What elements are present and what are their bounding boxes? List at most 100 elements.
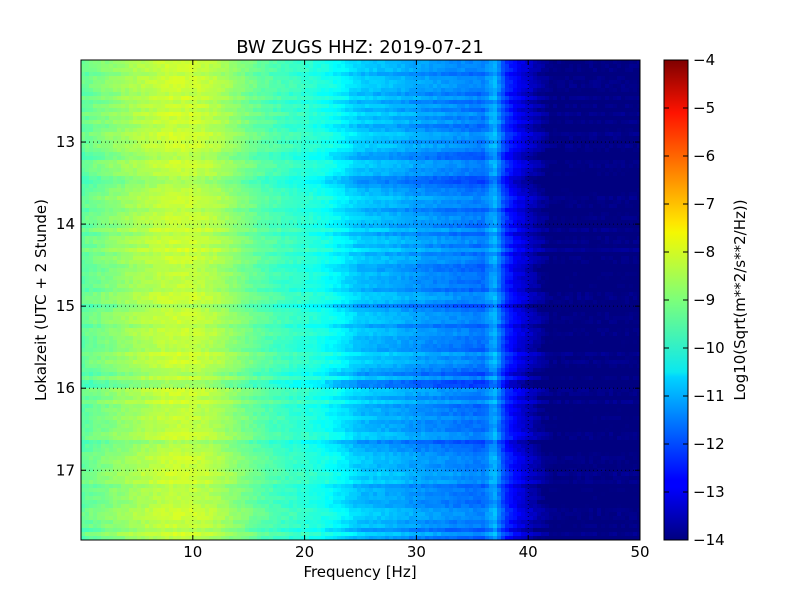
heatmap-cell	[173, 392, 178, 397]
heatmap-cell	[97, 324, 102, 329]
heatmap-cell	[225, 404, 230, 409]
heatmap-cell	[213, 168, 218, 173]
heatmap-cell	[165, 180, 170, 185]
heatmap-cell	[217, 92, 222, 97]
heatmap-cell	[109, 156, 114, 161]
heatmap-cell	[229, 252, 234, 257]
heatmap-cell	[225, 168, 230, 173]
heatmap-cell	[205, 276, 210, 281]
heatmap-cell	[101, 300, 106, 305]
heatmap-cell	[81, 436, 86, 441]
heatmap-cell	[149, 176, 154, 181]
heatmap-cell	[165, 392, 170, 397]
heatmap-cell	[201, 80, 206, 85]
heatmap-cell	[233, 316, 238, 321]
heatmap-cell	[93, 380, 98, 385]
heatmap-cell	[205, 200, 210, 205]
heatmap-cell	[189, 120, 194, 125]
heatmap-cell	[201, 120, 206, 125]
heatmap-cell	[85, 324, 90, 329]
heatmap-cell	[233, 204, 238, 209]
heatmap-cell	[209, 260, 214, 265]
heatmap-cell	[181, 404, 186, 409]
heatmap-cell	[229, 312, 234, 317]
heatmap-cell	[181, 320, 186, 325]
heatmap-cell	[221, 452, 226, 457]
heatmap-cell	[97, 80, 102, 85]
heatmap-cell	[109, 172, 114, 177]
heatmap-cell	[221, 396, 226, 401]
heatmap-cell	[133, 192, 138, 197]
heatmap-cell	[149, 500, 154, 505]
heatmap-cell	[217, 520, 222, 525]
heatmap-cell	[237, 96, 242, 101]
heatmap-cell	[201, 372, 206, 377]
heatmap-cell	[133, 524, 138, 529]
heatmap-cell	[209, 500, 214, 505]
heatmap-cell	[141, 364, 146, 369]
heatmap-cell	[93, 280, 98, 285]
heatmap-cell	[229, 388, 234, 393]
heatmap-cell	[129, 300, 134, 305]
heatmap-cell	[177, 96, 182, 101]
heatmap-cell	[109, 288, 114, 293]
heatmap-cell	[169, 88, 174, 93]
heatmap-cell	[181, 312, 186, 317]
heatmap-cell	[241, 428, 246, 433]
heatmap-cell	[185, 200, 190, 205]
heatmap-cell	[177, 516, 182, 521]
heatmap-cell	[245, 68, 250, 73]
heatmap-cell	[185, 392, 190, 397]
heatmap-cell	[157, 96, 162, 101]
heatmap-cell	[177, 220, 182, 225]
heatmap-cell	[137, 368, 142, 373]
heatmap-cell	[81, 136, 86, 141]
heatmap-cell	[193, 284, 198, 289]
heatmap-cell	[149, 348, 154, 353]
heatmap-cell	[109, 128, 114, 133]
heatmap-cell	[117, 92, 122, 97]
heatmap-cell	[177, 164, 182, 169]
heatmap-cell	[133, 204, 138, 209]
heatmap-cell	[233, 264, 238, 269]
heatmap-cell	[137, 120, 142, 125]
heatmap-cell	[185, 196, 190, 201]
heatmap-cell	[221, 504, 226, 509]
heatmap-cell	[113, 268, 118, 273]
heatmap-cell	[129, 260, 134, 265]
heatmap-cell	[225, 444, 230, 449]
heatmap-cell	[113, 316, 118, 321]
heatmap-cell	[193, 368, 198, 373]
heatmap-cell	[109, 280, 114, 285]
heatmap-cell	[129, 528, 134, 533]
heatmap-cell	[225, 268, 230, 273]
heatmap-cell	[129, 200, 134, 205]
heatmap-cell	[189, 88, 194, 93]
heatmap-cell	[101, 436, 106, 441]
heatmap-cell	[109, 184, 114, 189]
heatmap-cell	[165, 188, 170, 193]
heatmap-cell	[193, 124, 198, 129]
heatmap-cell	[105, 348, 110, 353]
heatmap-cell	[173, 380, 178, 385]
heatmap-cell	[237, 352, 242, 357]
heatmap-cell	[221, 300, 226, 305]
heatmap-cell	[137, 176, 142, 181]
heatmap-cell	[153, 500, 158, 505]
heatmap-cell	[181, 496, 186, 501]
heatmap-cell	[181, 356, 186, 361]
heatmap-cell	[177, 196, 182, 201]
heatmap-cell	[161, 488, 166, 493]
heatmap-cell	[193, 100, 198, 105]
heatmap-cell	[161, 340, 166, 345]
heatmap-cell	[229, 412, 234, 417]
heatmap-cell	[149, 252, 154, 257]
heatmap-cell	[113, 104, 118, 109]
heatmap-cell	[105, 340, 110, 345]
heatmap-cell	[109, 200, 114, 205]
heatmap-cell	[161, 284, 166, 289]
heatmap-cell	[209, 504, 214, 509]
heatmap-cell	[221, 136, 226, 141]
heatmap-cell	[201, 100, 206, 105]
heatmap-cell	[157, 372, 162, 377]
